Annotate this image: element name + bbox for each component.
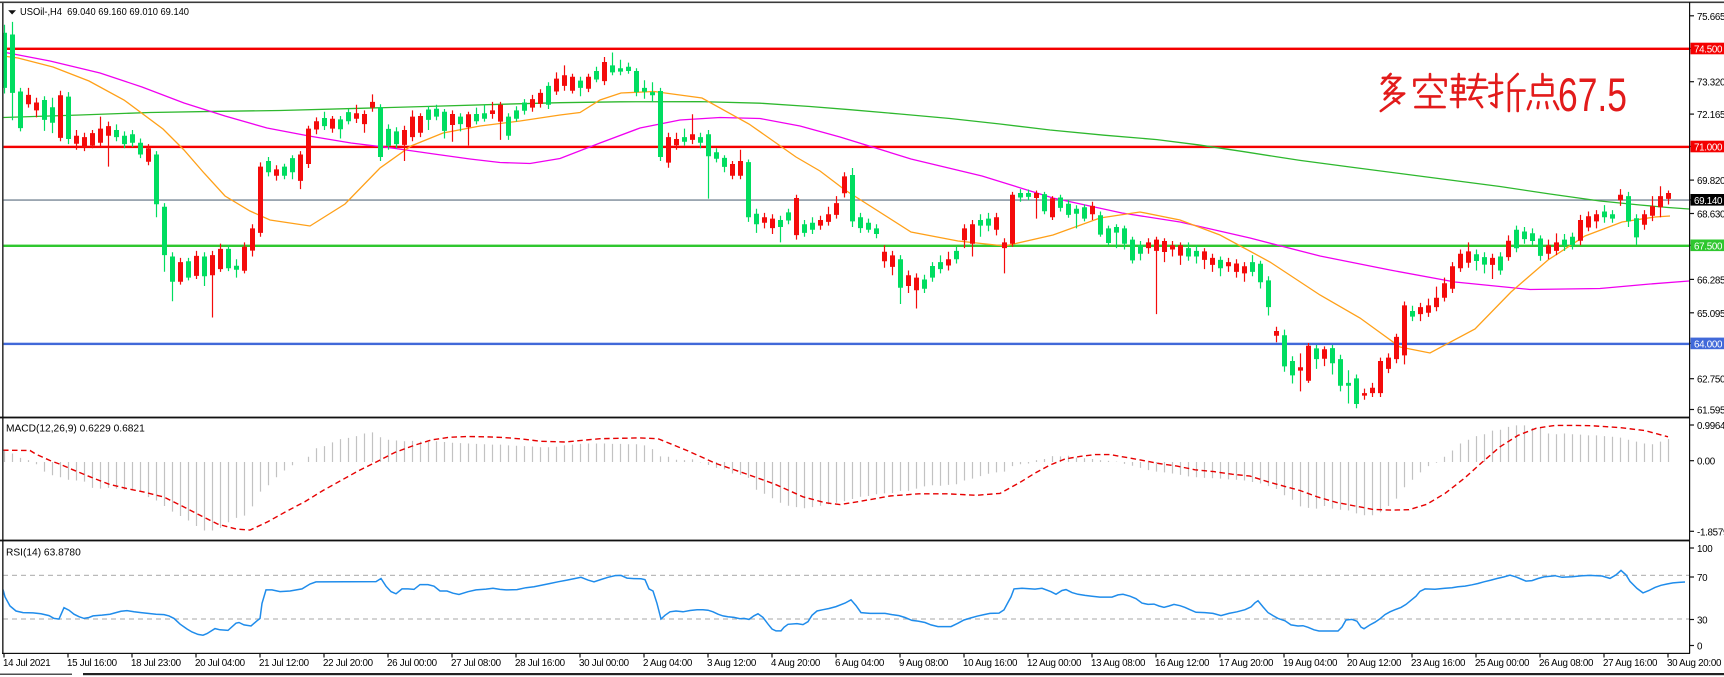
svg-text:30: 30 bbox=[1697, 616, 1708, 627]
svg-text:72.165: 72.165 bbox=[1697, 110, 1724, 121]
svg-text:9 Aug 08:00: 9 Aug 08:00 bbox=[899, 658, 949, 669]
svg-text:28 Jul 16:00: 28 Jul 16:00 bbox=[515, 658, 566, 669]
svg-text:30 Jul 00:00: 30 Jul 00:00 bbox=[579, 658, 630, 669]
svg-text:15 Jul 16:00: 15 Jul 16:00 bbox=[67, 658, 118, 669]
svg-text:6 Aug 04:00: 6 Aug 04:00 bbox=[835, 658, 885, 669]
svg-text:66.285: 66.285 bbox=[1697, 275, 1724, 286]
svg-text:100: 100 bbox=[1697, 544, 1713, 555]
svg-text:20 Aug 12:00: 20 Aug 12:00 bbox=[1347, 658, 1402, 669]
svg-text:13 Aug 08:00: 13 Aug 08:00 bbox=[1091, 658, 1146, 669]
svg-text:RSI(14) 63.8780: RSI(14) 63.8780 bbox=[6, 548, 81, 559]
svg-text:MACD(12,26,9) 0.6229 0.6821: MACD(12,26,9) 0.6229 0.6821 bbox=[6, 424, 145, 435]
svg-text:30 Aug 20:00: 30 Aug 20:00 bbox=[1667, 658, 1722, 669]
svg-text:17 Aug 20:00: 17 Aug 20:00 bbox=[1219, 658, 1274, 669]
svg-text:14 Jul 2021: 14 Jul 2021 bbox=[3, 658, 50, 669]
svg-text:10 Aug 16:00: 10 Aug 16:00 bbox=[963, 658, 1018, 669]
svg-text:25 Aug 00:00: 25 Aug 00:00 bbox=[1475, 658, 1530, 669]
svg-text:23 Aug 16:00: 23 Aug 16:00 bbox=[1411, 658, 1466, 669]
svg-text:69.820: 69.820 bbox=[1697, 176, 1724, 187]
svg-text:67.5: 67.5 bbox=[1558, 68, 1627, 121]
svg-text:27 Jul 08:00: 27 Jul 08:00 bbox=[451, 658, 502, 669]
svg-text:4 Aug 20:00: 4 Aug 20:00 bbox=[771, 658, 821, 669]
svg-text:12 Aug 00:00: 12 Aug 00:00 bbox=[1027, 658, 1082, 669]
svg-text:26 Aug 08:00: 26 Aug 08:00 bbox=[1539, 658, 1594, 669]
svg-text:18 Jul 23:00: 18 Jul 23:00 bbox=[131, 658, 182, 669]
svg-text:-1.8579: -1.8579 bbox=[1697, 527, 1724, 538]
svg-text:USOil-,H4 69.040 69.160 69.01: USOil-,H4 69.040 69.160 69.010 69.140 bbox=[20, 7, 189, 18]
svg-text:20 Jul 04:00: 20 Jul 04:00 bbox=[195, 658, 246, 669]
svg-text:73.320: 73.320 bbox=[1697, 78, 1724, 89]
svg-text:22 Jul 20:00: 22 Jul 20:00 bbox=[323, 658, 374, 669]
svg-text:71.000: 71.000 bbox=[1694, 143, 1723, 154]
svg-text:61.595: 61.595 bbox=[1697, 406, 1724, 417]
svg-text:0.00: 0.00 bbox=[1697, 457, 1716, 468]
svg-text:26 Jul 00:00: 26 Jul 00:00 bbox=[387, 658, 438, 669]
svg-text:21 Jul 12:00: 21 Jul 12:00 bbox=[259, 658, 310, 669]
svg-text:69.140: 69.140 bbox=[1694, 196, 1723, 207]
svg-text:3 Aug 12:00: 3 Aug 12:00 bbox=[707, 658, 757, 669]
svg-text:19 Aug 04:00: 19 Aug 04:00 bbox=[1283, 658, 1338, 669]
svg-text:74.500: 74.500 bbox=[1694, 45, 1723, 56]
svg-text:27 Aug 16:00: 27 Aug 16:00 bbox=[1603, 658, 1658, 669]
svg-text:70: 70 bbox=[1697, 573, 1708, 584]
svg-text:64.000: 64.000 bbox=[1694, 339, 1723, 350]
svg-text:16 Aug 12:00: 16 Aug 12:00 bbox=[1155, 658, 1210, 669]
svg-text:0.9964: 0.9964 bbox=[1697, 421, 1724, 432]
svg-text:65.095: 65.095 bbox=[1697, 309, 1724, 320]
svg-text:2 Aug 04:00: 2 Aug 04:00 bbox=[643, 658, 693, 669]
svg-text:67.500: 67.500 bbox=[1694, 241, 1723, 252]
svg-text:75.665: 75.665 bbox=[1697, 12, 1724, 23]
svg-text:62.750: 62.750 bbox=[1697, 375, 1724, 386]
svg-text:68.630: 68.630 bbox=[1697, 210, 1724, 221]
svg-text:0: 0 bbox=[1697, 642, 1703, 653]
